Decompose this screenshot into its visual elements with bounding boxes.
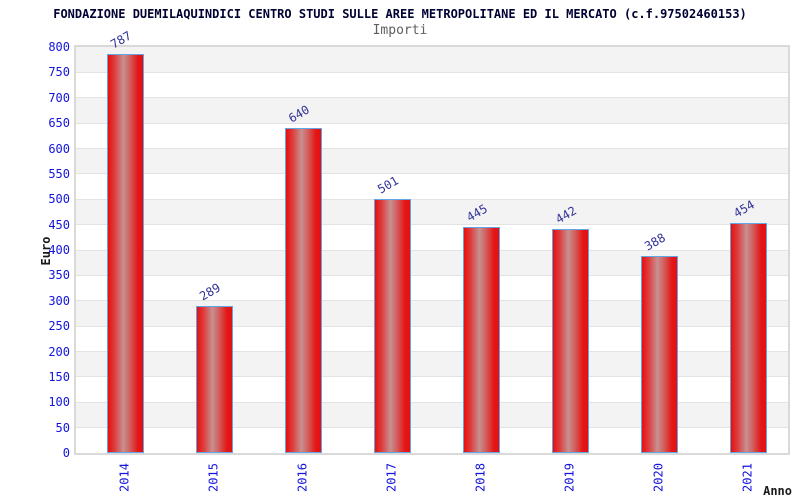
bar — [373, 199, 411, 453]
plot-band — [76, 250, 788, 276]
bar — [195, 306, 233, 453]
plot-band — [76, 326, 788, 352]
x-tick-label: 2016 — [295, 463, 310, 492]
y-tick-label: 550 — [48, 166, 70, 181]
bar — [462, 227, 500, 453]
gridline — [76, 325, 788, 327]
bar — [640, 256, 678, 453]
y-tick-label: 450 — [48, 217, 70, 232]
gridline — [76, 122, 788, 124]
plot-band — [76, 123, 788, 149]
y-tick-label: 400 — [48, 243, 70, 257]
y-tick-label: 0 — [62, 446, 70, 460]
gridline — [76, 198, 788, 200]
gridline — [76, 249, 788, 251]
plot-band — [76, 427, 788, 453]
plot-band — [76, 72, 788, 98]
gridline — [76, 224, 788, 226]
gridline — [76, 401, 788, 403]
gridline — [76, 427, 788, 429]
plot-band — [76, 97, 788, 124]
gridline — [76, 351, 788, 352]
plot-band — [76, 376, 788, 403]
y-tick-label: 100 — [48, 395, 70, 410]
y-tick-label: 650 — [48, 116, 70, 131]
gridline — [76, 148, 788, 149]
plot-band — [76, 47, 788, 73]
gridline — [76, 300, 788, 302]
plot-band — [76, 224, 788, 250]
plot-band — [76, 173, 788, 200]
gridline — [76, 97, 788, 99]
x-tick-label: 2017 — [384, 463, 399, 492]
x-tick-label: 2019 — [562, 463, 577, 492]
gridline — [76, 71, 788, 73]
chart-subtitle: Importi — [372, 23, 428, 38]
y-tick-label: 350 — [48, 268, 70, 283]
plot-band — [76, 402, 788, 428]
x-tick-label: 2015 — [206, 463, 221, 492]
x-tick-label: 2020 — [651, 463, 666, 492]
gridline — [76, 274, 788, 276]
y-tick-label: 150 — [48, 369, 70, 384]
plot-area — [74, 45, 790, 455]
y-tick-label: 600 — [48, 141, 70, 156]
plot-band — [76, 351, 788, 377]
x-tick-label: 2018 — [473, 463, 488, 492]
bar — [551, 229, 589, 453]
y-tick-label: 200 — [48, 344, 70, 359]
y-tick-label: 300 — [48, 293, 70, 308]
gridline — [76, 173, 788, 175]
plot-band — [76, 199, 788, 225]
bar — [729, 223, 767, 453]
plot-band — [76, 148, 788, 174]
y-tick-label: 800 — [48, 40, 70, 54]
bar — [284, 128, 322, 453]
x-tick-label: 2014 — [117, 463, 132, 492]
bar — [106, 54, 144, 453]
y-tick-label: 50 — [55, 420, 70, 435]
y-tick-label: 500 — [48, 192, 70, 207]
x-tick-label: 2021 — [740, 463, 755, 492]
chart-title: FONDAZIONE DUEMILAQUINDICI CENTRO STUDI … — [53, 7, 747, 21]
y-tick-label: 250 — [48, 319, 70, 334]
x-axis-title: Anno — [763, 484, 792, 498]
gridline — [76, 376, 788, 378]
y-tick-label: 700 — [48, 90, 70, 105]
y-tick-label: 750 — [48, 65, 70, 80]
